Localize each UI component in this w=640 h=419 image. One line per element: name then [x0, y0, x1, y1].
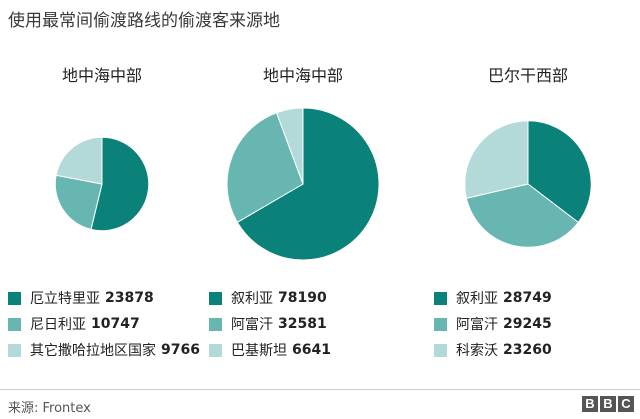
- pie-slice: [236, 107, 380, 261]
- legend-value: 29245: [503, 316, 552, 332]
- legend-value: 23878: [105, 290, 154, 306]
- chart-title: 巴尔干西部: [487, 66, 568, 85]
- legend-label: 厄立特里亚: [30, 291, 100, 307]
- chart-title: 地中海中部: [61, 66, 142, 85]
- bbc-logo: B B C: [582, 396, 634, 412]
- legend-swatch: [8, 317, 21, 331]
- legend-value: 23260: [503, 342, 552, 358]
- legend-item: 科索沃 23260: [434, 337, 552, 363]
- pie-chart-central-mediterranean-2: 地中海中部 叙利亚 78190 阿富汗 32581 巴基斯坦 6641: [203, 0, 403, 380]
- pie-slice: [527, 120, 592, 224]
- pie-chart-western-balkans: 巴尔干西部 叙利亚 28749 阿富汗 29245 科索沃 23260: [428, 0, 628, 380]
- legend-swatch: [209, 317, 222, 331]
- pie-slice: [90, 136, 150, 232]
- pie-slice: [55, 136, 103, 185]
- legend-swatch: [209, 343, 222, 357]
- legend: 叙利亚 28749 阿富汗 29245 科索沃 23260: [434, 285, 552, 363]
- legend-label: 尼日利亚: [30, 317, 86, 333]
- legend: 厄立特里亚 23878 尼日利亚 10747 其它撒哈拉地区国家 9766: [8, 285, 200, 363]
- source-note: 来源: Frontex: [8, 401, 91, 416]
- legend-value: 78190: [278, 290, 327, 306]
- legend-item: 叙利亚 28749: [434, 285, 552, 311]
- legend-item: 其它撒哈拉地区国家 9766: [8, 337, 200, 363]
- pie-plot: [54, 136, 150, 232]
- legend-value: 32581: [278, 316, 327, 332]
- chart-title: 地中海中部: [262, 66, 343, 85]
- legend-label: 科索沃: [456, 343, 498, 359]
- legend-value: 9766: [161, 342, 200, 358]
- bbc-logo-letter: B: [600, 396, 616, 412]
- legend-swatch: [434, 317, 447, 331]
- legend-value: 6641: [292, 342, 331, 358]
- legend-value: 28749: [503, 290, 552, 306]
- legend-item: 巴基斯坦 6641: [209, 337, 331, 363]
- pie-chart-central-mediterranean-1: 地中海中部 厄立特里亚 23878 尼日利亚 10747 其它撒哈拉地区国家 9766: [2, 0, 202, 380]
- pie-plot: [226, 107, 380, 261]
- legend-swatch: [434, 343, 447, 357]
- pie-slice: [464, 120, 529, 199]
- legend-label: 阿富汗: [456, 317, 498, 333]
- pie-slice: [226, 112, 304, 223]
- legend-item: 叙利亚 78190: [209, 285, 331, 311]
- legend: 叙利亚 78190 阿富汗 32581 巴基斯坦 6641: [209, 285, 331, 363]
- legend-swatch: [434, 291, 447, 305]
- bbc-logo-letter: C: [618, 396, 634, 412]
- footer-divider: [0, 389, 640, 390]
- pie-slice: [465, 183, 579, 248]
- legend-swatch: [8, 343, 21, 357]
- legend-label: 其它撒哈拉地区国家: [30, 343, 156, 359]
- pie-plot: [464, 120, 592, 248]
- pie-slice: [275, 107, 304, 185]
- legend-swatch: [209, 291, 222, 305]
- legend-label: 阿富汗: [231, 317, 273, 333]
- legend-item: 阿富汗 29245: [434, 311, 552, 337]
- legend-label: 叙利亚: [456, 291, 498, 307]
- legend-value: 10747: [91, 316, 140, 332]
- legend-label: 巴基斯坦: [231, 343, 287, 359]
- bbc-logo-letter: B: [582, 396, 598, 412]
- legend-label: 叙利亚: [231, 291, 273, 307]
- pie-slice: [54, 174, 103, 231]
- legend-item: 厄立特里亚 23878: [8, 285, 200, 311]
- page-title: 使用最常间偷渡路线的偷渡客来源地: [8, 11, 280, 31]
- legend-swatch: [8, 291, 21, 305]
- legend-item: 尼日利亚 10747: [8, 311, 200, 337]
- legend-item: 阿富汗 32581: [209, 311, 331, 337]
